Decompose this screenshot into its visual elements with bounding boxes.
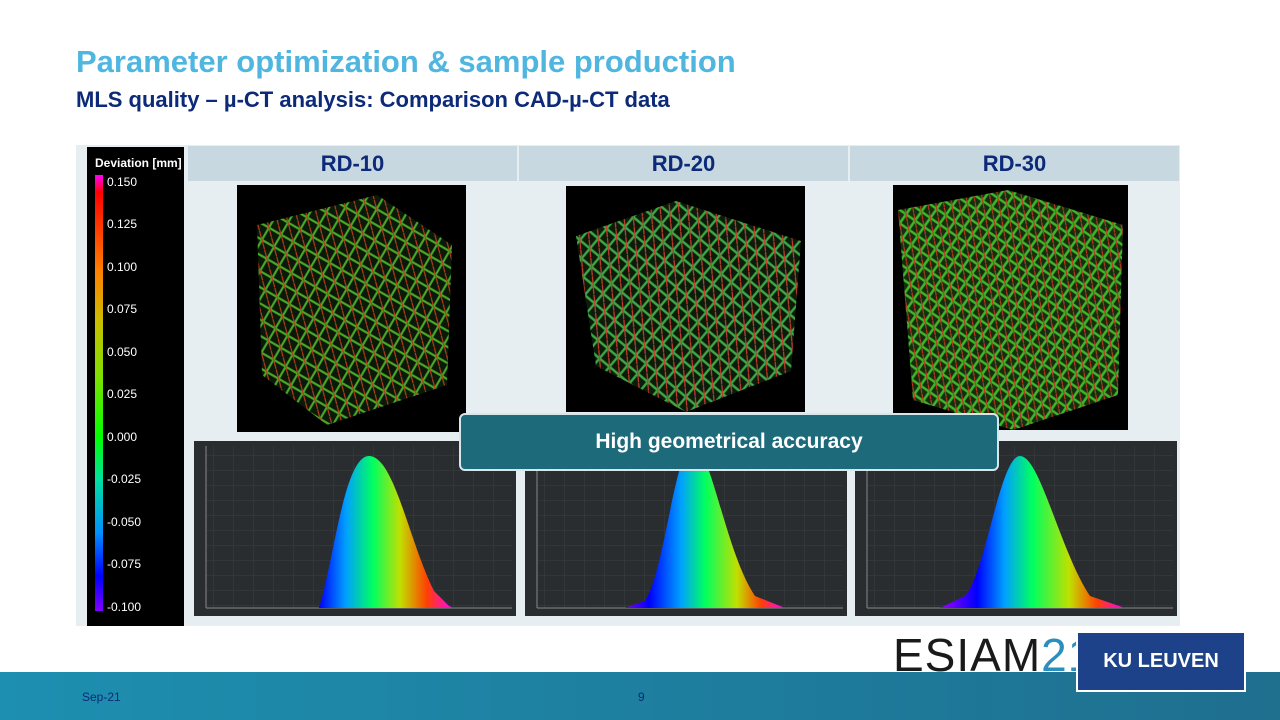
legend-tick: 0.150 — [107, 175, 138, 189]
slide-title: Parameter optimization & sample producti… — [76, 44, 736, 79]
lattice-image-rd20 — [566, 186, 805, 412]
legend-tick: 0.075 — [107, 302, 138, 316]
lattice-image-rd30 — [893, 185, 1128, 430]
page-number: 9 — [638, 690, 645, 704]
callout-box: High geometrical accuracy — [459, 413, 999, 471]
legend-tick: 0.100 — [107, 260, 138, 274]
deviation-legend: Deviation [mm] 0.150 0.125 0.100 0.075 0… — [87, 147, 184, 626]
legend-tick: -0.025 — [107, 472, 142, 486]
ku-leuven-logo: KU LEUVEN — [1076, 631, 1246, 692]
legend-tick: 0.050 — [107, 345, 138, 359]
legend-tick: -0.100 — [107, 600, 142, 614]
legend-tick: -0.075 — [107, 557, 142, 571]
slide-subtitle: MLS quality – µ-CT analysis: Comparison … — [76, 87, 670, 112]
footer-bar — [0, 672, 1280, 720]
lattice-image-rd10 — [237, 185, 466, 432]
legend-tick: 0.125 — [107, 217, 138, 231]
legend-title: Deviation [mm] — [95, 156, 182, 170]
legend-color-bar — [95, 175, 103, 611]
legend-tick: -0.050 — [107, 515, 142, 529]
column-header-rd10: RD-10 — [188, 146, 517, 181]
column-header-rd30: RD-30 — [850, 146, 1179, 181]
legend-tick: 0.025 — [107, 387, 138, 401]
footer-date: Sep-21 — [82, 690, 121, 704]
column-header-rd20: RD-20 — [519, 146, 848, 181]
histogram-rd30 — [855, 441, 1177, 616]
legend-tick: 0.000 — [107, 430, 138, 444]
